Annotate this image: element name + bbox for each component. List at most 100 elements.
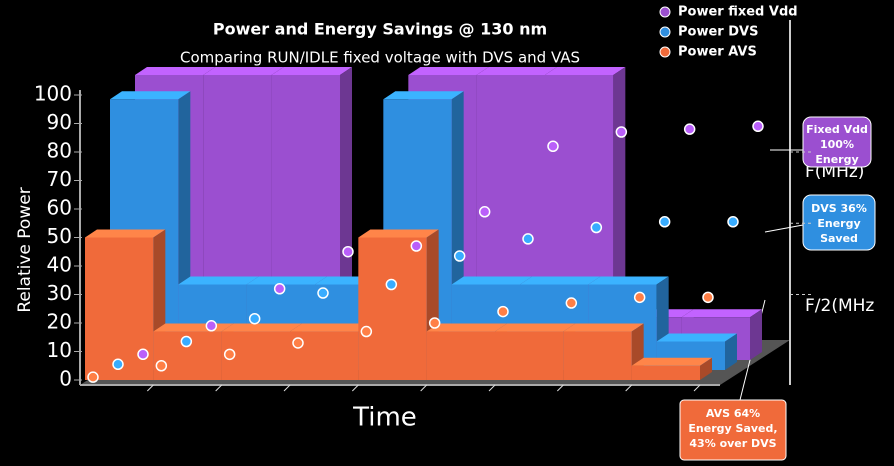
bar-top	[426, 323, 507, 332]
bar-top	[588, 276, 669, 285]
bar-top	[221, 323, 302, 332]
energy-point	[360, 325, 373, 338]
x-tick	[283, 384, 291, 392]
bar-top	[358, 229, 439, 238]
chart-subtitle: Comparing RUN/IDLE fixed voltage with DV…	[180, 49, 580, 67]
y-tick-label: 10	[47, 338, 72, 362]
energy-point	[453, 250, 466, 262]
frequency-label: F/2(MHz	[805, 296, 874, 316]
bar-top	[476, 67, 557, 75]
x-tick	[351, 384, 359, 392]
x-tick	[146, 384, 154, 392]
y-tick-label: 60	[47, 196, 72, 220]
energy-point	[727, 216, 739, 228]
legend-label: Power DVS	[678, 25, 758, 40]
annotation: Energy	[817, 217, 860, 230]
bar-top	[520, 276, 601, 285]
energy-point	[317, 287, 329, 299]
x-tick	[215, 384, 223, 392]
bar-top	[290, 323, 371, 332]
annotation: Energy	[815, 153, 858, 166]
bar-top	[681, 309, 762, 318]
y-tick-label: 80	[47, 139, 72, 163]
y-tick-label: 100	[34, 82, 72, 106]
energy-point	[478, 206, 491, 218]
bar-top	[563, 323, 644, 332]
bar-top	[545, 67, 626, 75]
chart-title: Power and Energy Savings @ 130 nm	[213, 20, 547, 39]
bar	[426, 331, 495, 380]
bar-top	[631, 357, 712, 366]
y-tick-label: 50	[47, 224, 72, 248]
annotation-box	[679, 399, 787, 461]
y-tick-label: 90	[47, 110, 72, 134]
energy-point	[590, 221, 603, 234]
legend-label: Power fixed Vdd	[678, 5, 798, 20]
bar-top	[246, 276, 327, 285]
energy-point	[273, 283, 286, 295]
annotation: 43% over DVS	[689, 437, 776, 450]
energy-point	[180, 335, 193, 348]
legend-marker	[659, 26, 671, 38]
y-tick-label: 30	[47, 281, 72, 305]
bar-top	[135, 67, 216, 75]
energy-point	[565, 297, 578, 309]
bar-top	[656, 333, 737, 342]
x-tick	[488, 384, 496, 392]
energy-point	[385, 278, 398, 291]
legend-label: Power AVS	[678, 45, 757, 60]
bar	[358, 237, 427, 380]
energy-point	[112, 358, 124, 371]
energy-point	[497, 305, 509, 318]
bar-top	[271, 67, 352, 75]
y-tick-label: 70	[47, 167, 72, 191]
bar-top	[153, 323, 234, 332]
bar-top	[203, 67, 284, 75]
energy-point	[547, 140, 559, 152]
x-tick	[625, 384, 633, 392]
annotation-box	[802, 116, 872, 168]
energy-point	[658, 216, 671, 228]
energy-point	[205, 320, 218, 332]
annotation: Energy Saved,	[688, 422, 777, 435]
energy-point	[633, 291, 646, 304]
bar-side	[700, 357, 712, 380]
bar-top	[451, 276, 532, 285]
y-tick-label: 0	[59, 367, 72, 391]
annotation: Saved	[820, 232, 858, 245]
energy-point	[615, 126, 628, 138]
annotation: AVS 64%	[706, 407, 760, 420]
annotation: Fixed Vdd	[806, 123, 868, 136]
bar	[563, 331, 632, 380]
energy-point	[428, 317, 441, 329]
bar-top	[495, 323, 576, 332]
x-axis-label: Time	[352, 403, 417, 433]
energy-point	[522, 233, 534, 245]
x-tick	[693, 384, 701, 392]
energy-point	[137, 348, 149, 361]
x-tick	[556, 384, 564, 392]
bar-side	[750, 309, 762, 360]
bar-top	[85, 229, 166, 238]
legend-marker	[659, 46, 671, 58]
annotation: DVS 36%	[811, 202, 867, 215]
x-tick	[420, 384, 428, 392]
energy-point	[410, 240, 423, 252]
bar-top	[383, 91, 464, 100]
energy-point	[155, 360, 168, 372]
energy-point	[702, 291, 714, 304]
bar	[631, 365, 700, 380]
annotation-box	[802, 194, 876, 251]
energy-point	[223, 348, 236, 361]
energy-point	[342, 245, 354, 258]
bar-top	[408, 67, 489, 75]
annotation: 100%	[820, 138, 854, 151]
y-axis-label: Relative Power	[15, 187, 35, 312]
energy-point	[752, 120, 764, 133]
bar-side	[725, 333, 737, 370]
y-tick-label: 40	[47, 253, 72, 277]
bar	[495, 331, 564, 380]
bar-top	[110, 91, 191, 100]
energy-point	[683, 123, 696, 135]
